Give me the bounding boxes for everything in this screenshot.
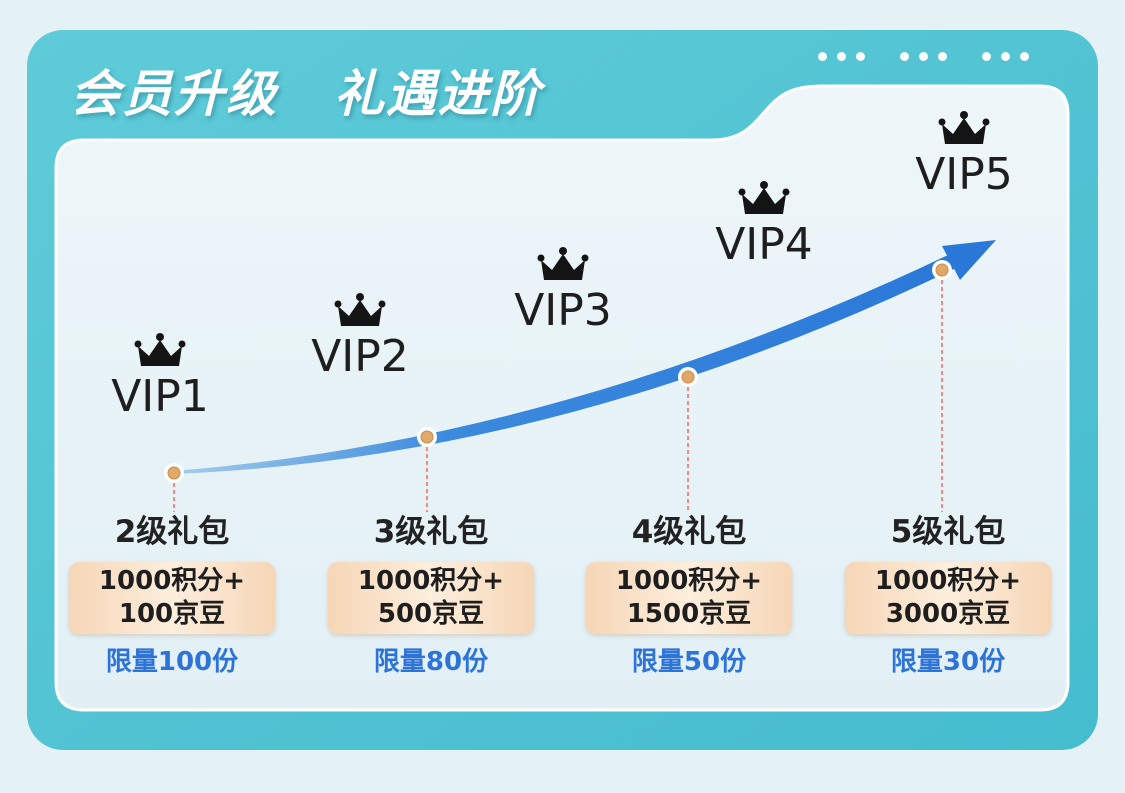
- tier-gift-5: 5级礼包 1000积分+ 3000京豆 限量30份: [843, 514, 1053, 678]
- decorative-dots-group-3: [982, 52, 1029, 61]
- reward-beans: 1500京豆: [626, 599, 752, 629]
- decorative-dots-group-2: [900, 52, 947, 61]
- tier-gift-2: 2级礼包 1000积分+ 100京豆 限量100份: [67, 514, 277, 678]
- reward-box: 1000积分+ 3000京豆: [845, 562, 1051, 634]
- crown-icon: [738, 181, 790, 214]
- tier-gift-4: 4级礼包 1000积分+ 1500京豆 限量50份: [584, 514, 794, 678]
- crown-icon: [537, 247, 589, 280]
- tier-name: 5级礼包: [890, 514, 1006, 550]
- reward-box: 1000积分+ 1500京豆: [586, 562, 792, 634]
- tier-name: 4级礼包: [631, 514, 747, 550]
- tier-name: 3级礼包: [373, 514, 489, 550]
- level-vip5: VIP5: [884, 110, 1044, 198]
- limit-text: 限量80份: [373, 647, 489, 677]
- level-label: VIP4: [715, 219, 813, 270]
- tier-name: 2级礼包: [114, 514, 230, 550]
- limit-text: 限量30份: [890, 647, 1006, 677]
- crown-icon: [134, 333, 186, 366]
- level-label: VIP2: [311, 331, 409, 382]
- limit-text: 限量50份: [631, 647, 747, 677]
- level-vip3: VIP3: [483, 246, 643, 334]
- milestone-dot-1: [167, 466, 181, 480]
- crown-icon: [938, 111, 990, 144]
- reward-box: 1000积分+ 100京豆: [69, 562, 275, 634]
- limit-text: 限量100份: [105, 647, 239, 677]
- level-label: VIP1: [111, 371, 209, 422]
- banner-title-left: 会员升级: [70, 65, 278, 123]
- milestone-dot-3: [681, 370, 695, 384]
- banner-title-right: 礼遇进阶: [334, 65, 542, 123]
- level-label: VIP5: [915, 149, 1013, 200]
- reward-points: 1000积分+: [615, 566, 763, 596]
- level-vip2: VIP2: [280, 292, 440, 380]
- reward-beans: 3000京豆: [885, 599, 1011, 629]
- level-vip4: VIP4: [684, 180, 844, 268]
- milestone-dot-2: [420, 430, 434, 444]
- arrow-head-icon: [942, 240, 996, 280]
- reward-points: 1000积分+: [874, 566, 1022, 596]
- level-label: VIP3: [514, 285, 612, 336]
- reward-beans: 500京豆: [377, 599, 485, 629]
- tier-gift-3: 3级礼包 1000积分+ 500京豆 限量80份: [326, 514, 536, 678]
- crown-icon: [334, 293, 386, 326]
- level-vip1: VIP1: [80, 332, 240, 420]
- inner-panel: [54, 84, 1070, 712]
- reward-beans: 100京豆: [118, 599, 226, 629]
- reward-box: 1000积分+ 500京豆: [328, 562, 534, 634]
- decorative-dots-group-1: [818, 52, 865, 61]
- reward-points: 1000积分+: [357, 566, 505, 596]
- milestone-dot-4: [935, 263, 949, 277]
- reward-points: 1000积分+: [98, 566, 246, 596]
